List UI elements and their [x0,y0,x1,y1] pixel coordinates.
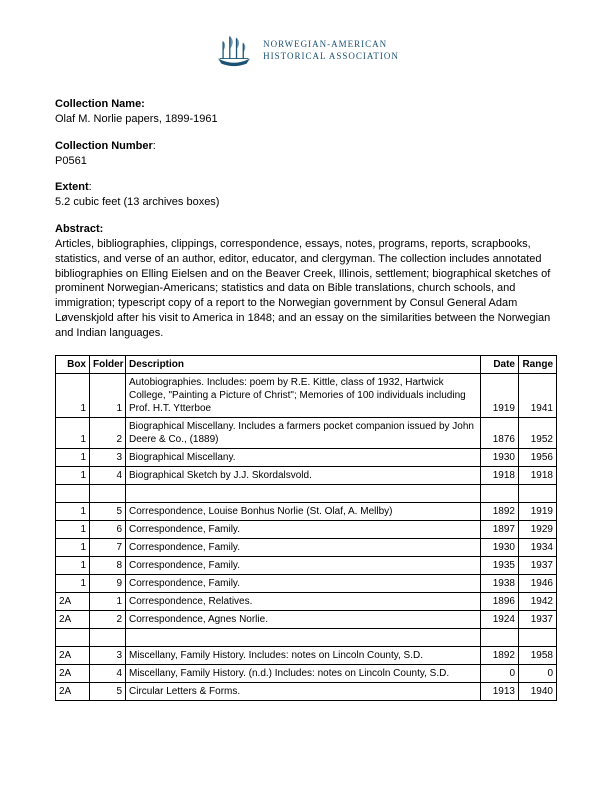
org-name-line1: NORWEGIAN-AMERICAN [263,39,399,51]
collection-number-label: Collection Number [55,140,153,152]
col-box: Box [56,355,90,373]
abstract-value: Articles, bibliographies, clippings, cor… [55,237,557,341]
collection-number-value: P0561 [55,154,557,169]
collection-name-value: Olaf M. Norlie papers, 1899-1961 [55,112,557,127]
table-row: 14Biographical Sketch by J.J. Skordalsvo… [56,466,557,484]
finding-aid-table: Box Folder Description Date Range 11Auto… [55,355,557,701]
table-row: 11Autobiographies. Includes: poem by R.E… [56,373,557,417]
col-description: Description [126,355,481,373]
table-row: 2A5Circular Letters & Forms.19131940 [56,682,557,700]
table-row: 2A4Miscellany, Family History. (n.d.) In… [56,664,557,682]
table-row: 2A3Miscellany, Family History. Includes:… [56,646,557,664]
table-row [56,628,557,646]
col-date: Date [481,355,519,373]
org-name-line2: HISTORICAL ASSOCIATION [263,51,399,63]
table-row: 19Correspondence, Family.19381946 [56,574,557,592]
table-row: 15Correspondence, Louise Bonhus Norlie (… [56,502,557,520]
table-row: 2A1Correspondence, Relatives.18961942 [56,592,557,610]
abstract-label: Abstract: [55,223,103,235]
table-row [56,484,557,502]
extent-value: 5.2 cubic feet (13 archives boxes) [55,195,557,210]
extent-label: Extent [55,181,89,193]
table-header-row: Box Folder Description Date Range [56,355,557,373]
col-range: Range [519,355,557,373]
col-folder: Folder [90,355,126,373]
table-row: 2A2Correspondence, Agnes Norlie.19241937 [56,610,557,628]
org-logo: NORWEGIAN-AMERICAN HISTORICAL ASSOCIATIO… [55,30,557,77]
table-row: 12Biographical Miscellany. Includes a fa… [56,417,557,448]
table-row: 13Biographical Miscellany.19301956 [56,448,557,466]
ship-icon [213,30,255,72]
collection-name-label: Collection Name: [55,98,145,110]
table-row: 17Correspondence, Family.19301934 [56,538,557,556]
table-row: 16Correspondence, Family.18971929 [56,520,557,538]
table-row: 18Correspondence, Family.19351937 [56,556,557,574]
